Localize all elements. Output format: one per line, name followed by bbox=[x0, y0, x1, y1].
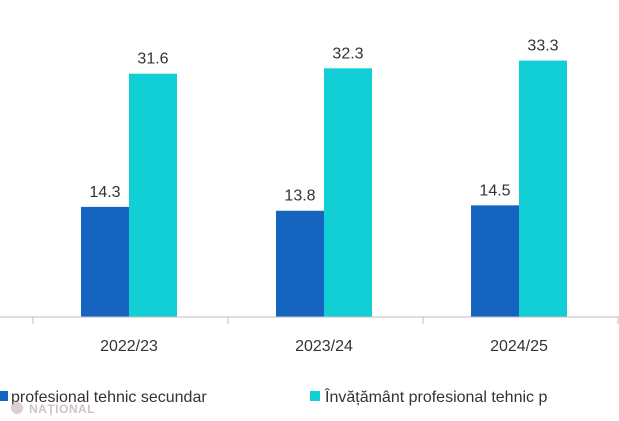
x-tick-label-2023-24: 2023/24 bbox=[295, 338, 353, 355]
legend: profesional tehnic secundar Învățământ p… bbox=[0, 387, 547, 406]
bar-series-1-2023-24 bbox=[276, 210, 324, 317]
x-axis-ticks bbox=[32, 317, 619, 324]
x-tick-label-2022-23: 2022/23 bbox=[100, 338, 158, 355]
bar-series-2-2023-24 bbox=[324, 68, 372, 317]
watermark-mark-icon bbox=[11, 402, 23, 414]
watermark-text: NAȚIONAL bbox=[29, 402, 95, 416]
legend-label-series-2: Învățământ profesional tehnic p bbox=[324, 387, 547, 406]
bar-series-1-2022-23 bbox=[81, 206, 129, 317]
value-label-series-1-2024-25: 14.5 bbox=[479, 182, 510, 199]
x-tick-label-2024-25: 2024/25 bbox=[490, 338, 548, 355]
value-label-series-1-2022-23: 14.3 bbox=[89, 184, 120, 201]
bars-group bbox=[81, 60, 567, 318]
bar-series-2-2022-23 bbox=[129, 73, 177, 318]
value-label-series-2-2024-25: 33.3 bbox=[527, 38, 558, 55]
value-labels-group: 14.3 13.8 14.5 31.6 32.3 33.3 bbox=[89, 38, 558, 205]
value-label-series-2-2023-24: 32.3 bbox=[332, 45, 363, 62]
watermark-logo: NAȚIONAL bbox=[11, 402, 95, 416]
legend-swatch-series-1 bbox=[0, 391, 8, 401]
value-label-series-2-2022-23: 31.6 bbox=[137, 51, 168, 68]
legend-swatch-series-2 bbox=[310, 391, 320, 401]
bar-series-1-2024-25 bbox=[471, 205, 519, 317]
legend-label-series-1: profesional tehnic secundar bbox=[11, 389, 207, 406]
value-label-series-1-2023-24: 13.8 bbox=[284, 188, 315, 205]
x-axis-tick-labels: 2022/23 2023/24 2024/25 bbox=[100, 338, 548, 355]
bar-series-2-2024-25 bbox=[519, 60, 567, 318]
